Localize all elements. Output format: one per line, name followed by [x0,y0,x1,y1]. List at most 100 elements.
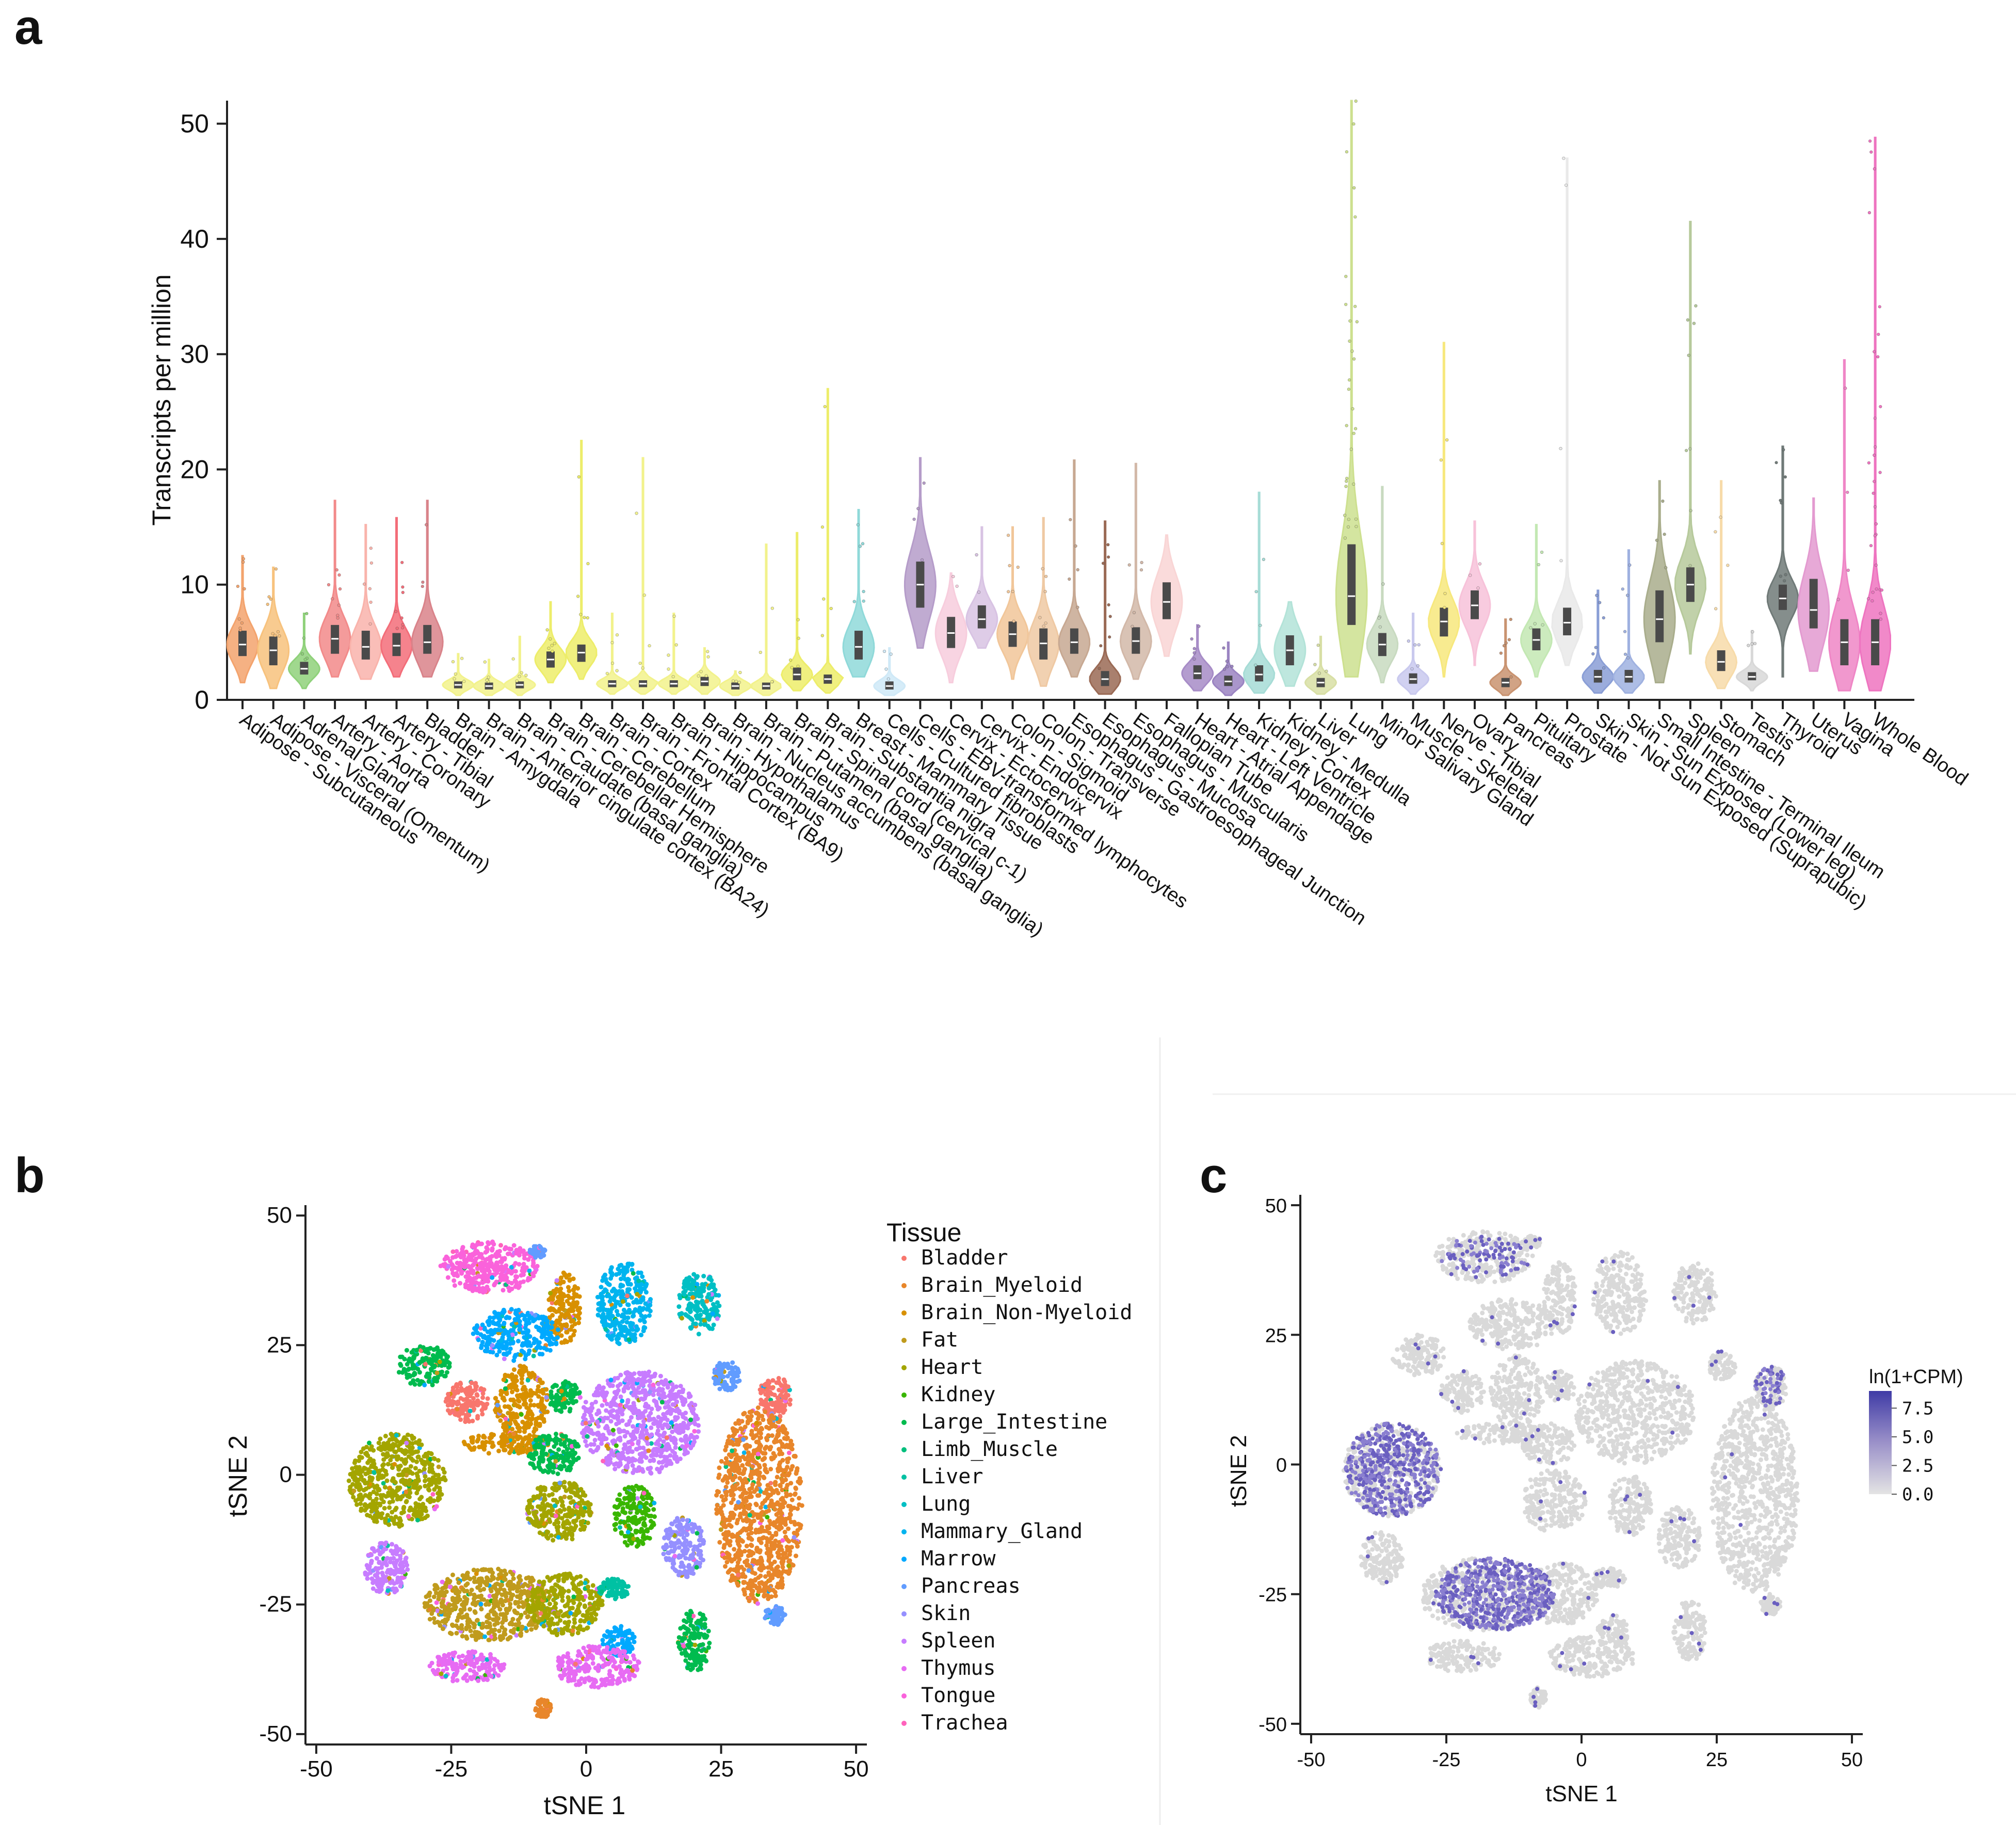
tsne-point [576,1312,580,1318]
tsne-point [625,1315,631,1320]
tsne-point [537,1530,542,1535]
outlier-point [1867,461,1870,465]
tsne-point [669,1521,674,1526]
tsne-point [414,1348,419,1353]
outlier-point [1874,445,1877,449]
tsne-point [628,1404,634,1410]
tsne-point [634,1447,639,1452]
tsne-point [570,1536,575,1542]
tsne-point [623,1370,628,1375]
tsne-point [417,1497,423,1501]
tsne-point [717,1378,722,1383]
tsne-point [381,1457,386,1462]
tsne-point [584,1408,589,1414]
tsne-point [572,1302,577,1307]
tsne-point [407,1356,412,1362]
tsne-point [346,1478,351,1483]
violin-body [904,457,937,649]
cluster-bladder [757,1375,793,1420]
outlier-point [1874,563,1878,567]
tsne-point [534,1442,539,1447]
tsne-point [601,1385,606,1390]
tsne-point [442,1470,447,1475]
tsne-point [614,1421,619,1427]
violin-body [688,647,721,695]
tsne-point [682,1292,687,1297]
violin-body [1612,549,1645,694]
tsne-point [682,1451,687,1456]
tsne-point [692,1436,697,1440]
tsne-point [540,1447,545,1452]
violin-box [977,605,986,629]
tsne-point [715,1316,720,1321]
tsne-point [476,1251,481,1256]
tsne-point [390,1437,395,1442]
tsne-point [625,1302,630,1307]
tsne-point [713,1381,718,1386]
tsne-point [405,1362,410,1367]
tsne-point [670,1541,675,1546]
tsne-point [523,1435,528,1440]
tsne-point [644,1507,649,1512]
tsne-point [655,1406,660,1412]
outlier-point [1348,339,1351,343]
outlier-point [1877,332,1880,336]
tsne-point [541,1315,546,1320]
tsne-point [535,1486,540,1491]
tsne-point [477,1261,482,1267]
tsne-point [383,1516,388,1521]
tsne-point [641,1419,646,1424]
tsne-point [466,1274,471,1279]
tsne-point [657,1386,662,1391]
y-tick-label: 0 [195,685,209,714]
tsne-point [571,1332,576,1337]
outlier-point [1779,499,1782,502]
tsne-point [604,1408,609,1413]
outlier-point [1869,150,1873,154]
violin [1273,601,1307,687]
outlier-point [545,628,549,632]
tsne-point [476,1433,481,1438]
tsne-point [651,1421,656,1426]
tsne-point [413,1466,418,1471]
tsne-point [547,1348,553,1353]
tsne-point [626,1277,631,1283]
tsne-point [378,1436,383,1442]
outlier-point [796,664,800,668]
tsne-point [480,1275,485,1280]
violin-body [627,457,659,695]
outlier-point [737,680,741,684]
tsne-point [601,1275,606,1280]
tsne-point [534,1451,539,1456]
violin-body [226,555,259,683]
outlier-point [302,636,306,640]
outlier-point [1784,573,1787,577]
violins [226,99,1891,696]
tsne-point [352,1477,357,1482]
tsne-point [567,1295,572,1300]
tsne-point [693,1299,699,1304]
outlier-point [788,658,793,662]
tsne-point [528,1422,533,1427]
tsne-point [700,1288,705,1292]
violin [1335,99,1368,678]
tsne-point [525,1343,530,1348]
tsne-point [455,1406,460,1412]
tsne-point [559,1312,565,1317]
tsne-point [487,1273,491,1278]
tsne-point [542,1496,547,1501]
tsne-point [475,1399,479,1404]
tsne-point [665,1382,670,1387]
tsne-point [605,1333,610,1338]
outlier-point [1041,567,1044,570]
tsne-point [522,1269,527,1273]
violin-body [411,500,444,678]
tsne-point [616,1436,621,1442]
violin [565,440,598,680]
tsne-point [398,1363,404,1368]
tsne-point [580,1490,586,1495]
outlier-point [553,642,556,645]
outlier-point [1107,555,1110,559]
outlier-point [1537,563,1540,567]
tsne-point [431,1456,437,1461]
